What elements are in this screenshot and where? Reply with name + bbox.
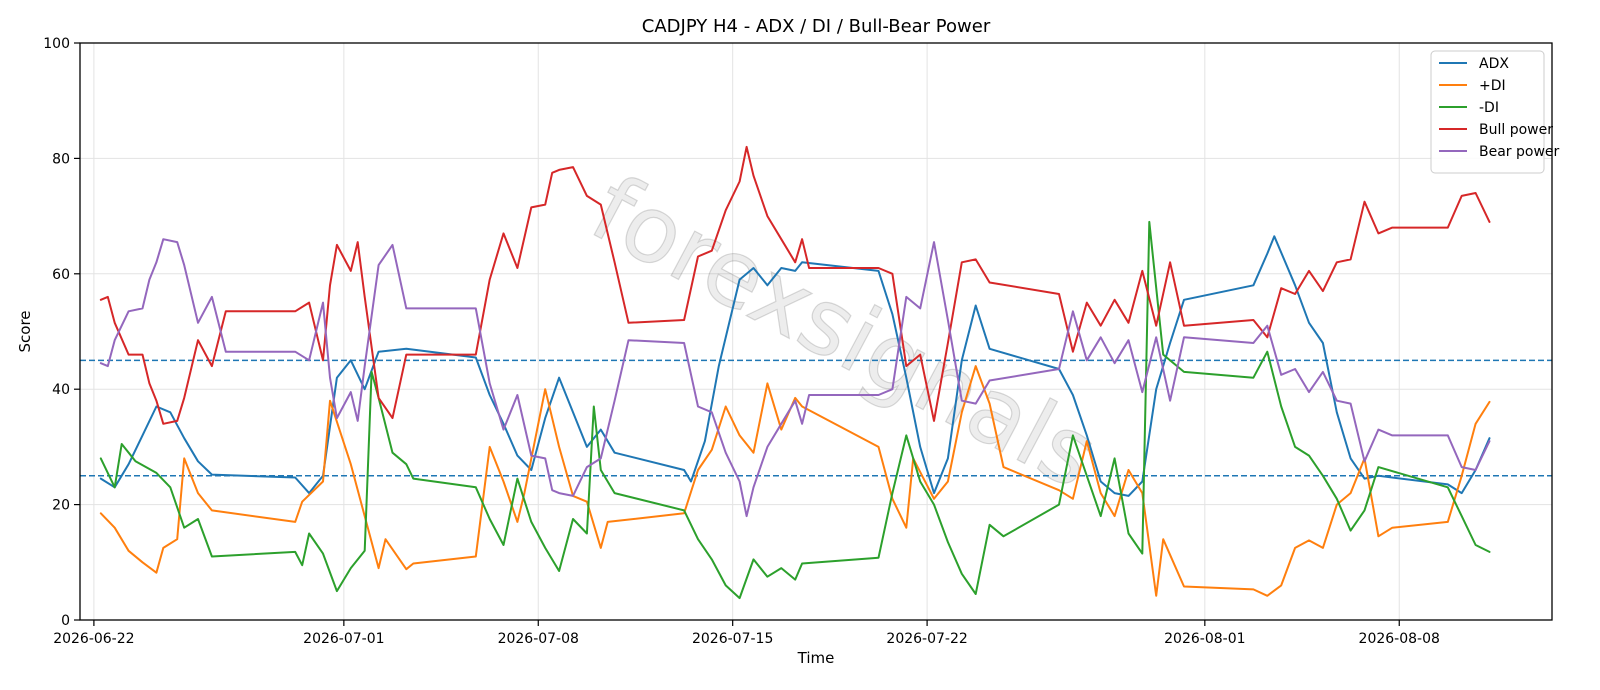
series-line-minus-di: [99, 220, 1491, 600]
x-axis-label: Time: [797, 649, 835, 667]
y-axis-label: Score: [16, 310, 34, 352]
x-tick-label: 2026-08-01: [1164, 631, 1245, 647]
y-tick-label: 20: [52, 498, 70, 514]
x-tick-label: 2026-06-22: [53, 631, 134, 647]
series-line-bear-power: [99, 238, 1491, 518]
legend-box: [1430, 50, 1545, 174]
legend-label: +DI: [1479, 78, 1506, 94]
chart-title: CADJPY H4 - ADX / DI / Bull-Bear Power: [642, 16, 991, 37]
legend-label: -DI: [1479, 100, 1499, 116]
legend-label: Bull power: [1479, 122, 1553, 138]
x-tick-label: 2026-07-22: [886, 631, 967, 647]
y-tick-label: 60: [52, 267, 70, 283]
y-tick-label: 0: [61, 613, 70, 629]
series-line-bull-power: [99, 145, 1491, 425]
legend-label: ADX: [1479, 56, 1509, 72]
series-line-plusminus-di: [99, 365, 1491, 597]
x-tick-label: 2026-07-15: [692, 631, 773, 647]
x-tick-label: 2026-07-01: [303, 631, 384, 647]
y-tick-label: 80: [52, 151, 70, 167]
reference-lines: [80, 359, 1552, 477]
x-tick-label: 2026-08-08: [1359, 631, 1440, 647]
y-tick-label: 100: [43, 36, 70, 52]
tick-layer: 2026-06-22 2026-07-01 2026-07-08 2026-07-15…: [43, 36, 1440, 647]
legend-label: Bear power: [1479, 144, 1560, 160]
legend: ADX +DI -DI Bull power Bear power: [1430, 50, 1560, 174]
y-tick-label: 40: [52, 382, 70, 398]
series-layer: [99, 145, 1491, 600]
axes-frame: [79, 42, 1553, 621]
x-tick-label: 2026-07-08: [498, 631, 579, 647]
